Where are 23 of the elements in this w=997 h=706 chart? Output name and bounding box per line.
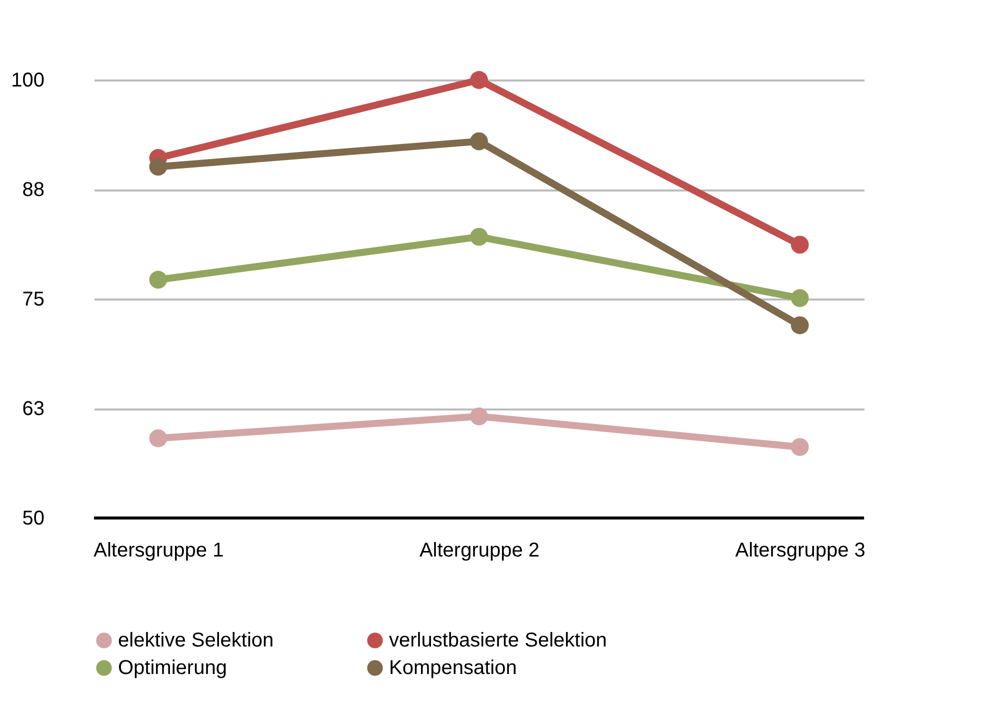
point: [470, 228, 488, 246]
point: [470, 71, 488, 89]
point: [790, 438, 809, 456]
y-tick-label: 50: [22, 508, 44, 530]
point: [790, 236, 809, 254]
legend-label: elektive Selektion: [118, 629, 274, 652]
y-tick-label: 100: [11, 70, 44, 92]
point: [790, 289, 809, 308]
legend-label: verlustbasierte Selektion: [389, 629, 607, 652]
y-tick-label: 88: [22, 179, 44, 201]
x-tick-label: Altersgruppe 1: [94, 540, 224, 562]
point: [470, 407, 488, 426]
point: [470, 132, 488, 150]
y-tick-label: 63: [22, 398, 44, 420]
legend-label: Optimierung: [118, 657, 227, 679]
point: [149, 270, 168, 289]
x-tick-label: Altersgruppe 3: [735, 540, 866, 562]
point: [149, 429, 168, 448]
y-tick-label: 75: [22, 288, 44, 310]
x-tick-label: Altergruppe 2: [419, 540, 540, 562]
point: [790, 316, 809, 334]
legend-label: Kompensation: [389, 657, 517, 679]
point: [149, 158, 168, 176]
